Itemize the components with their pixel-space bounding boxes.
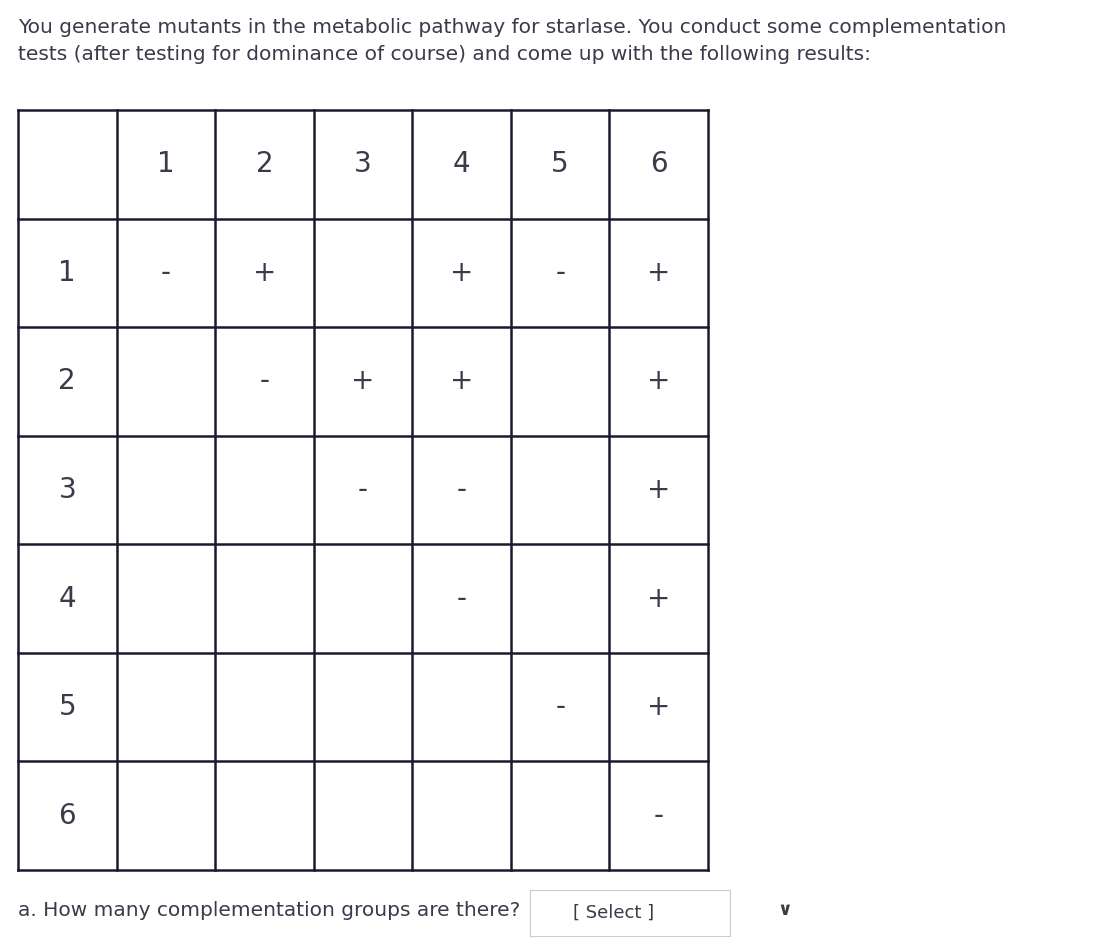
Text: +: + [253,259,276,287]
Text: 1: 1 [157,150,175,178]
Text: ∨: ∨ [778,901,792,919]
Text: 5: 5 [59,693,76,721]
Text: -: - [259,367,269,396]
Text: +: + [450,367,473,396]
Text: 3: 3 [59,476,76,504]
Text: -: - [161,259,171,287]
Text: -: - [555,693,565,721]
Text: 1: 1 [59,259,76,287]
Text: 4: 4 [59,584,76,613]
Text: -: - [358,476,368,504]
Text: You generate mutants in the metabolic pathway for starlase. You conduct some com: You generate mutants in the metabolic pa… [18,18,1006,63]
Text: 5: 5 [552,150,568,178]
Text: -: - [456,584,466,613]
Text: 6: 6 [650,150,667,178]
Text: +: + [647,476,670,504]
Text: +: + [647,259,670,287]
Text: a. How many complementation groups are there?: a. How many complementation groups are t… [18,901,521,919]
Text: +: + [450,259,473,287]
Text: 2: 2 [59,367,76,396]
Text: +: + [647,693,670,721]
Text: +: + [647,367,670,396]
Text: -: - [555,259,565,287]
Text: +: + [351,367,375,396]
Text: [ Select ]: [ Select ] [574,904,655,922]
Text: -: - [654,801,664,830]
Text: 6: 6 [59,801,76,830]
Text: 2: 2 [256,150,274,178]
Text: 3: 3 [355,150,372,178]
Text: 4: 4 [453,150,471,178]
Text: -: - [456,476,466,504]
Text: +: + [647,584,670,613]
